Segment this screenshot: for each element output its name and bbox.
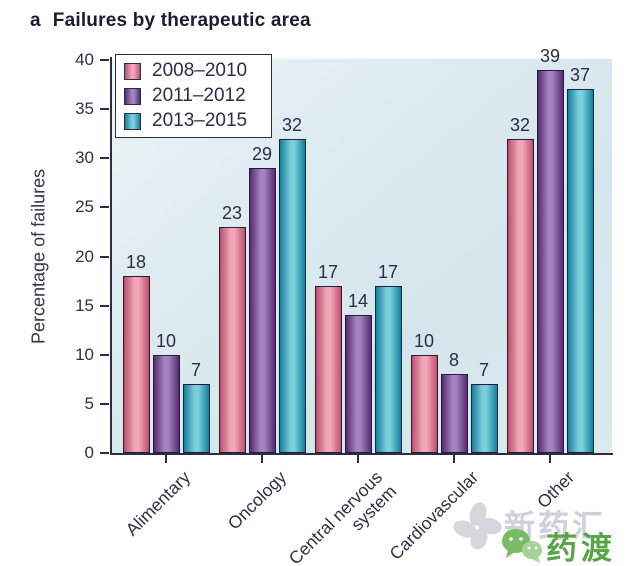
bar-2011-2012-cardiovascular (440, 374, 468, 453)
x-axis-line (110, 453, 613, 455)
bar-2013-2015-central-nervous-system (374, 285, 402, 453)
y-tick-label: 10 (75, 344, 94, 364)
bar-value-label: 17 (317, 261, 339, 282)
bar-value-label: 17 (377, 261, 399, 282)
y-tick-label: 40 (75, 50, 94, 69)
bar-2013-2015-cardiovascular (470, 384, 498, 453)
chart-title-text: Failures by therapeutic area (52, 10, 311, 31)
bar-2011-2012-other (536, 69, 564, 453)
bar-2011-2012-central-nervous-system (344, 315, 372, 453)
y-axis-title: Percentage of failures (28, 168, 49, 345)
bar-value-label: 37 (569, 65, 591, 86)
y-tick-mark (100, 157, 109, 160)
panel-label: a (30, 10, 41, 31)
x-tick-mark (453, 455, 455, 463)
bar-value-label: 10 (155, 330, 177, 351)
legend-swatch-icon (124, 87, 141, 105)
y-tick-mark (100, 108, 109, 111)
y-tick-label: 35 (75, 99, 94, 119)
y-tick-mark (100, 353, 109, 356)
bar-value-label: 39 (539, 45, 561, 66)
bar-value-label: 7 (478, 360, 489, 381)
y-axis-line (110, 57, 112, 454)
x-tick-label: Alimentary (121, 467, 195, 540)
legend-label: 2008–2010 (152, 60, 248, 81)
x-tick-mark (165, 455, 167, 463)
bar-2013-2015-other (566, 89, 594, 453)
legend-label: 2013–2015 (152, 110, 248, 131)
bar-2011-2012-oncology (248, 168, 276, 453)
bar-2008-2010-central-nervous-system (314, 285, 342, 453)
x-tick-mark (261, 455, 263, 463)
y-tick-mark (100, 402, 109, 405)
bar-2008-2010-alimentary (122, 276, 150, 453)
y-tick-mark (100, 206, 109, 209)
legend-swatch-icon (124, 112, 141, 130)
bar-2013-2015-oncology (278, 138, 306, 453)
bar-2008-2010-other (506, 138, 534, 453)
bar-value-label: 18 (125, 252, 147, 273)
bar-value-label: 14 (347, 291, 369, 312)
y-tick-label: 25 (75, 197, 94, 217)
bar-value-label: 29 (251, 144, 273, 165)
y-tick-label: 0 (84, 443, 94, 462)
y-tick-label: 30 (75, 148, 94, 168)
watermark-green-text: 药渡 (546, 531, 616, 566)
bar-2008-2010-oncology (218, 227, 246, 453)
legend-swatch-icon (124, 62, 141, 80)
bar-2008-2010-cardiovascular (410, 354, 438, 453)
y-tick-mark (100, 255, 109, 258)
legend-item: 2013–2015 (124, 110, 265, 132)
y-tick-label: 20 (75, 246, 94, 266)
legend-item: 2008–2010 (124, 60, 265, 82)
y-tick-mark (100, 59, 109, 61)
bar-value-label: 23 (221, 203, 243, 224)
x-tick-mark (357, 455, 359, 463)
bar-value-label: 32 (509, 114, 531, 135)
bar-2013-2015-alimentary (182, 384, 210, 453)
bar-value-label: 8 (448, 350, 459, 371)
y-tick-mark (100, 304, 109, 307)
legend-label: 2011–2012 (152, 85, 246, 106)
legend-item: 2011–2012 (124, 85, 265, 107)
y-tick-label: 5 (84, 393, 94, 413)
bar-value-label: 7 (190, 360, 201, 381)
chart-title: a Failures by therapeutic area (30, 10, 311, 32)
x-tick-mark (549, 455, 551, 463)
bar-2011-2012-alimentary (152, 354, 180, 453)
legend: 2008–2010 2011–2012 2013–2015 (115, 54, 272, 138)
bar-value-label: 32 (281, 114, 303, 135)
y-tick-label: 15 (75, 295, 94, 315)
bar-value-label: 10 (413, 330, 435, 351)
y-tick-mark (100, 452, 109, 454)
